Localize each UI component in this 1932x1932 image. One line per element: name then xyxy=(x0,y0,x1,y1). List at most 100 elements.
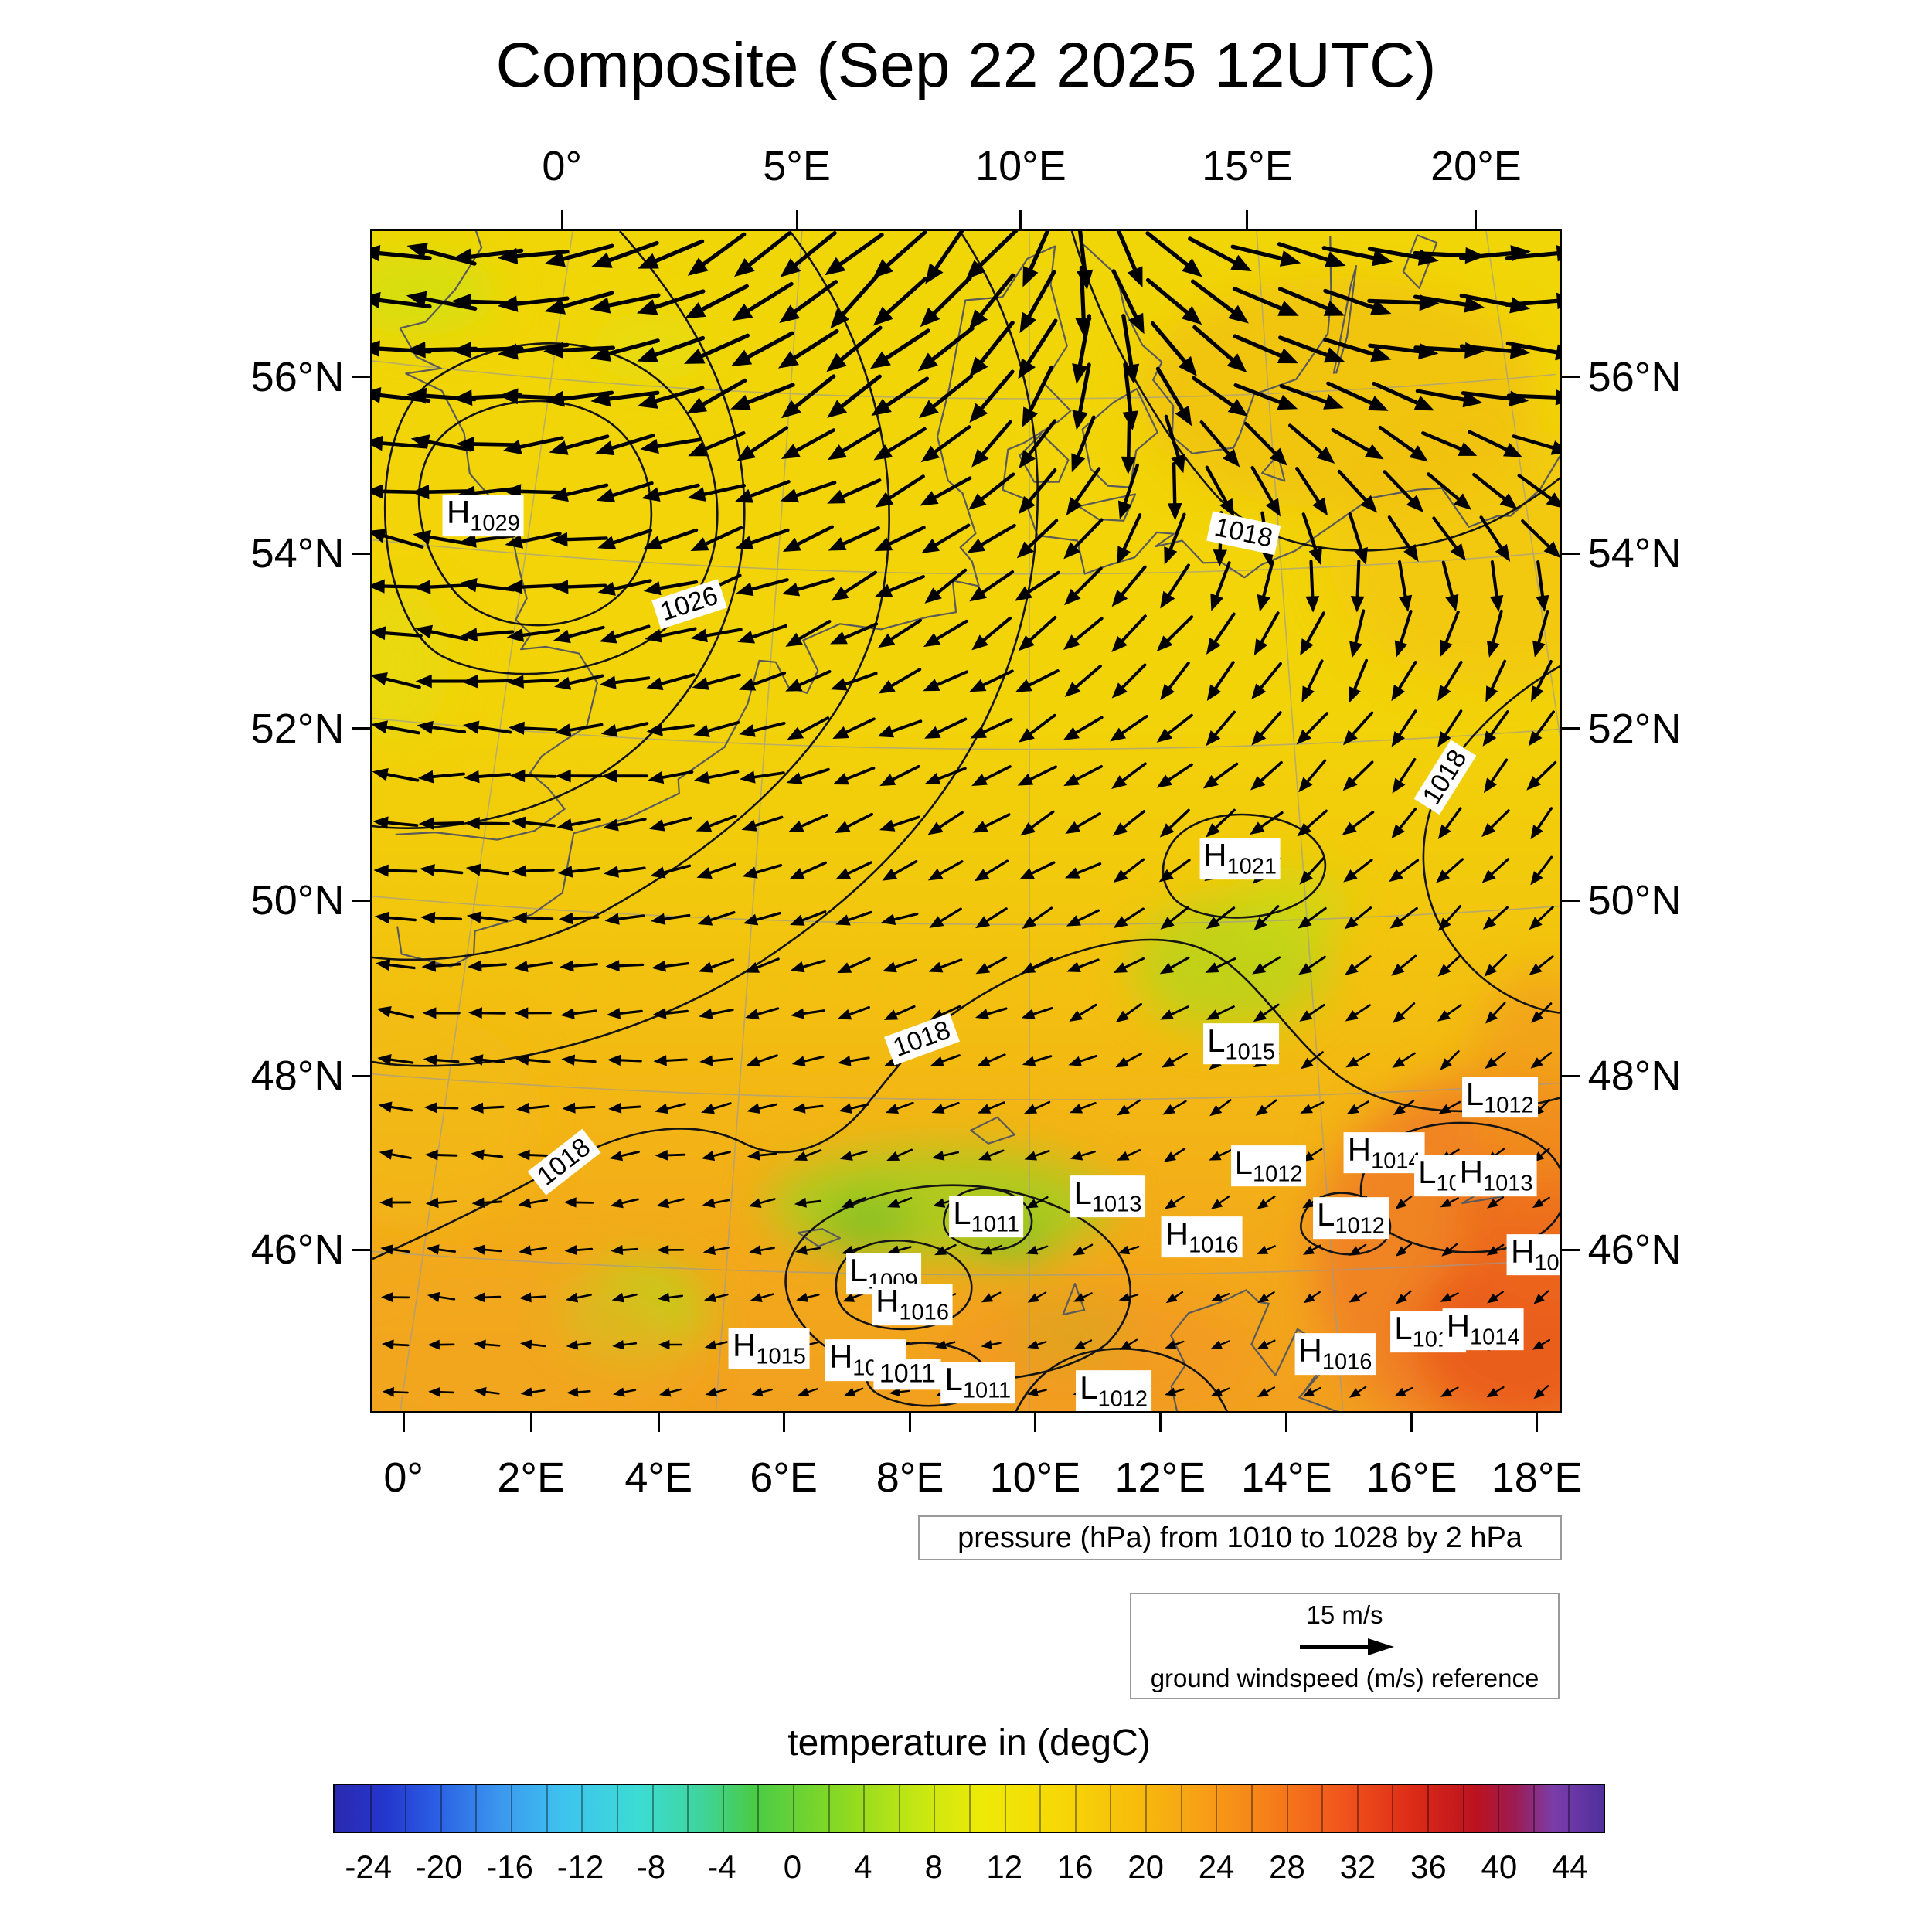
colorbar-segment-divider xyxy=(1462,1785,1464,1832)
pressure-center-value: 1015 xyxy=(1225,1039,1276,1065)
axis-label-top: 0° xyxy=(542,143,583,189)
axis-tick xyxy=(1562,1248,1580,1251)
colorbar-segment-divider xyxy=(616,1785,618,1832)
pressure-center-letter: L xyxy=(849,1252,868,1289)
axis-tick xyxy=(1562,552,1580,555)
axis-tick xyxy=(352,899,370,902)
axis-label-left: 50°N xyxy=(250,877,345,924)
axis-label-right: 52°N xyxy=(1587,705,1682,752)
colorbar-tick-label: -20 xyxy=(415,1849,463,1885)
colorbar-segment-divider xyxy=(1180,1785,1182,1832)
colorbar-segment-divider xyxy=(546,1785,548,1832)
axis-tick xyxy=(1019,210,1022,229)
pressure-center-letter: H xyxy=(446,494,471,531)
pressure-center-letter: H xyxy=(1446,1308,1471,1345)
axis-tick xyxy=(1410,1413,1413,1432)
colorbar-segment-divider xyxy=(1110,1785,1112,1832)
colorbar-tick-label: -16 xyxy=(486,1849,533,1885)
pressure-center-value: 1016 xyxy=(1321,1349,1372,1375)
axis-label-top: 15°E xyxy=(1202,143,1293,189)
colorbar-tick-label: 8 xyxy=(924,1849,943,1885)
page-title: Composite (Sep 22 2025 12UTC) xyxy=(495,30,1437,100)
colorbar-segment-divider xyxy=(1074,1785,1077,1832)
colorbar-segment-divider xyxy=(757,1785,760,1832)
colorbar-gradient xyxy=(335,1785,1604,1832)
pressure-center-value: 1014 xyxy=(1470,1325,1520,1350)
colorbar-segment-divider xyxy=(722,1785,724,1832)
colorbar-segment-divider xyxy=(1286,1785,1288,1832)
axis-tick xyxy=(657,1413,660,1432)
colorbar-tick-label: 0 xyxy=(783,1849,802,1885)
pressure-center-h1016: H1016 xyxy=(1506,1233,1560,1276)
pressure-center-h1029: H1029 xyxy=(442,494,524,536)
axis-label-right: 56°N xyxy=(1587,353,1682,400)
pressure-center-l1012: L1012 xyxy=(1230,1145,1307,1187)
pressure-center-h1014: H1014 xyxy=(1343,1131,1425,1174)
pressure-center-letter: H xyxy=(1165,1215,1189,1252)
axis-label-right: 46°N xyxy=(1587,1226,1682,1274)
colorbar-segment-divider xyxy=(1356,1785,1359,1832)
colorbar-tick-label: -24 xyxy=(345,1849,393,1885)
pressure-center-letter: H xyxy=(1510,1233,1535,1270)
axis-label-bottom: 2°E xyxy=(497,1454,565,1501)
axis-label-top: 20°E xyxy=(1430,143,1522,189)
map-plot: H1029H1021L1015L1012H1014L1013H1013L1012… xyxy=(370,229,1562,1413)
axis-label-bottom: 0° xyxy=(383,1454,423,1501)
axis-label-bottom: 10°E xyxy=(989,1454,1081,1501)
pressure-center-l1011: L1011 xyxy=(940,1362,1015,1403)
axis-label-bottom: 4°E xyxy=(624,1454,692,1501)
pressure-center-value: 1021 xyxy=(1226,855,1277,880)
colorbar-segment-divider xyxy=(475,1785,478,1832)
colorbar-tick-label: -4 xyxy=(707,1849,736,1885)
axis-label-left: 48°N xyxy=(250,1053,345,1100)
colorbar-segment-divider xyxy=(792,1785,794,1832)
colorbar-segment-divider xyxy=(1498,1785,1500,1832)
pressure-center-value: 1013 xyxy=(1091,1192,1142,1217)
colorbar-segment-divider xyxy=(1250,1785,1253,1832)
pressure-center-letter: L xyxy=(944,1361,963,1398)
colorbar-tick-label: 16 xyxy=(1056,1849,1094,1885)
axis-tick xyxy=(352,1248,370,1251)
pressure-caption-text: pressure (hPa) from 1010 to 1028 by 2 hP… xyxy=(957,1521,1522,1554)
colorbar-segment-divider xyxy=(863,1785,866,1832)
axis-tick xyxy=(1562,376,1580,379)
axis-tick xyxy=(1536,1413,1539,1432)
colorbar-tick-label: 24 xyxy=(1198,1849,1235,1885)
pressure-center-value: 1011 xyxy=(971,1212,1019,1237)
axis-tick xyxy=(1475,210,1478,229)
colorbar-segment-divider xyxy=(898,1785,900,1832)
pressure-center-h1014: H1014 xyxy=(1442,1308,1524,1350)
axis-label-top: 5°E xyxy=(763,143,831,189)
colorbar-tick-label: -8 xyxy=(636,1849,666,1885)
pressure-center-h1015: H1015 xyxy=(729,1328,810,1369)
pressure-center-letter: L xyxy=(1207,1022,1226,1059)
wind-speed-label: 15 m/s xyxy=(1306,1600,1383,1629)
pressure-center-l1015: L1015 xyxy=(1203,1022,1280,1065)
axis-tick xyxy=(1246,210,1249,229)
colorbar-tick-label: 4 xyxy=(854,1849,872,1885)
pressure-center-value: 1016 xyxy=(1534,1250,1560,1276)
pressure-center-letter: H xyxy=(876,1283,900,1320)
colorbar-tick-label: 20 xyxy=(1128,1849,1164,1885)
pressure-caption-box: pressure (hPa) from 1010 to 1028 by 2 hP… xyxy=(918,1515,1562,1560)
colorbar-segment-divider xyxy=(1004,1785,1006,1832)
axis-tick xyxy=(352,552,370,555)
colorbar-segment-divider xyxy=(687,1785,689,1832)
axis-label-right: 48°N xyxy=(1587,1053,1682,1100)
colorbar-segment-divider xyxy=(1427,1785,1429,1832)
axis-label-right: 54°N xyxy=(1587,530,1682,577)
pressure-center-letter: H xyxy=(1347,1131,1372,1168)
colorbar-title: temperature in (degC) xyxy=(787,1723,1151,1764)
axis-tick xyxy=(1285,1413,1288,1432)
pressure-center-letter: L xyxy=(1465,1075,1485,1112)
axis-label-bottom: 18°E xyxy=(1491,1454,1583,1501)
colorbar-tick-label: 36 xyxy=(1410,1849,1447,1885)
axis-label-bottom: 6°E xyxy=(750,1454,818,1501)
axis-label-right: 50°N xyxy=(1587,877,1682,924)
colorbar-segment-divider xyxy=(828,1785,830,1832)
pressure-center-value: 1016 xyxy=(1189,1233,1239,1258)
colorbar-segment-divider xyxy=(934,1785,936,1832)
colorbar-tick-label: 40 xyxy=(1481,1849,1518,1885)
contour-label-1011: 1011 xyxy=(873,1359,941,1390)
